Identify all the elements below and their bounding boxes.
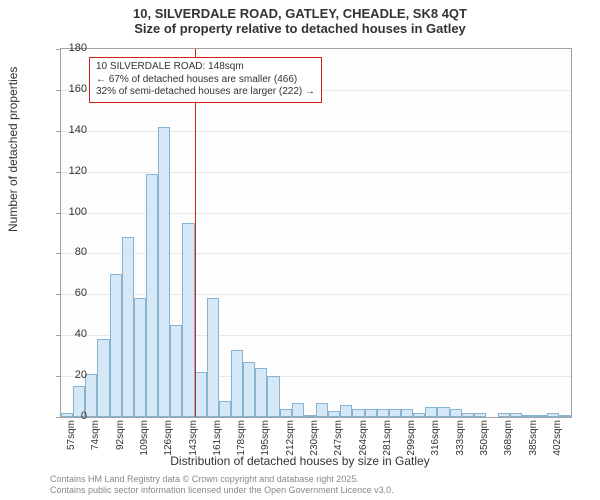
- xtick-label: 109sqm: [139, 420, 150, 460]
- histogram-bar: [195, 372, 207, 417]
- gridline: [61, 131, 571, 132]
- plot-area: 10 SILVERDALE ROAD: 148sqm← 67% of detac…: [60, 48, 572, 418]
- histogram-bar: [316, 403, 328, 417]
- histogram-bar: [122, 237, 134, 417]
- histogram-bar: [510, 413, 522, 417]
- xtick-label: 350sqm: [479, 420, 490, 460]
- xtick-label: 195sqm: [260, 420, 271, 460]
- histogram-bar: [207, 298, 219, 417]
- gridline: [61, 213, 571, 214]
- xtick-label: 402sqm: [552, 420, 563, 460]
- annotation-box: 10 SILVERDALE ROAD: 148sqm← 67% of detac…: [89, 57, 322, 103]
- histogram-bar: [425, 407, 437, 417]
- xtick-label: 212sqm: [285, 420, 296, 460]
- xtick-label: 299sqm: [406, 420, 417, 460]
- xtick-label: 92sqm: [115, 420, 126, 460]
- histogram-bar: [462, 413, 474, 417]
- ytick-label: 160: [57, 83, 87, 95]
- histogram-bar: [340, 405, 352, 417]
- footer-credits: Contains HM Land Registry data © Crown c…: [50, 474, 394, 496]
- xtick-label: 230sqm: [309, 420, 320, 460]
- ytick-label: 120: [57, 165, 87, 177]
- histogram-bar: [85, 374, 97, 417]
- histogram-bar: [280, 409, 292, 417]
- histogram-bar: [352, 409, 364, 417]
- histogram-bar: [389, 409, 401, 417]
- xtick-label: 178sqm: [236, 420, 247, 460]
- histogram-bar: [146, 174, 158, 417]
- histogram-bar: [255, 368, 267, 417]
- histogram-bar: [413, 413, 425, 417]
- xtick-label: 247sqm: [333, 420, 344, 460]
- xtick-label: 74sqm: [90, 420, 101, 460]
- histogram-bar: [110, 274, 122, 417]
- histogram-bar: [437, 407, 449, 417]
- histogram-bar: [559, 415, 571, 417]
- histogram-bar: [97, 339, 109, 417]
- marker-line: [195, 49, 196, 417]
- xtick-label: 333sqm: [455, 420, 466, 460]
- xtick-label: 368sqm: [503, 420, 514, 460]
- histogram-bar: [243, 362, 255, 417]
- annotation-line: ← 67% of detached houses are smaller (46…: [96, 74, 315, 87]
- chart-title-main: 10, SILVERDALE ROAD, GATLEY, CHEADLE, SK…: [0, 0, 600, 21]
- histogram-bar: [474, 413, 486, 417]
- ytick-label: 20: [57, 369, 87, 381]
- histogram-bar: [498, 413, 510, 417]
- histogram-bar: [547, 413, 559, 417]
- gridline: [61, 172, 571, 173]
- histogram-bar: [401, 409, 413, 417]
- ytick-label: 100: [57, 206, 87, 218]
- xtick-label: 316sqm: [430, 420, 441, 460]
- histogram-bar: [365, 409, 377, 417]
- histogram-bar: [304, 415, 316, 417]
- xtick-label: 143sqm: [188, 420, 199, 460]
- footer-line-1: Contains HM Land Registry data © Crown c…: [50, 474, 394, 485]
- histogram-bar: [377, 409, 389, 417]
- histogram-bar: [219, 401, 231, 417]
- annotation-line: 32% of semi-detached houses are larger (…: [96, 86, 315, 99]
- xtick-label: 281sqm: [382, 420, 393, 460]
- chart-title-sub: Size of property relative to detached ho…: [0, 21, 600, 38]
- xtick-label: 385sqm: [528, 420, 539, 460]
- histogram-bar: [522, 415, 534, 417]
- histogram-bar: [231, 350, 243, 417]
- ytick-label: 80: [57, 246, 87, 258]
- histogram-bar: [535, 415, 547, 417]
- histogram-bar: [292, 403, 304, 417]
- xtick-label: 264sqm: [358, 420, 369, 460]
- ytick-label: 180: [57, 42, 87, 54]
- ytick-label: 60: [57, 287, 87, 299]
- xtick-label: 126sqm: [163, 420, 174, 460]
- gridline: [61, 294, 571, 295]
- histogram-bar: [158, 127, 170, 417]
- histogram-chart: 10, SILVERDALE ROAD, GATLEY, CHEADLE, SK…: [0, 0, 600, 500]
- y-axis-label: Number of detached properties: [6, 67, 20, 232]
- annotation-line: 10 SILVERDALE ROAD: 148sqm: [96, 61, 315, 74]
- xtick-label: 57sqm: [66, 420, 77, 460]
- footer-line-2: Contains public sector information licen…: [50, 485, 394, 496]
- histogram-bar: [450, 409, 462, 417]
- histogram-bar: [134, 298, 146, 417]
- xtick-label: 161sqm: [212, 420, 223, 460]
- gridline: [61, 253, 571, 254]
- histogram-bar: [328, 411, 340, 417]
- ytick-label: 40: [57, 328, 87, 340]
- ytick-label: 140: [57, 124, 87, 136]
- histogram-bar: [267, 376, 279, 417]
- histogram-bar: [182, 223, 194, 417]
- histogram-bar: [170, 325, 182, 417]
